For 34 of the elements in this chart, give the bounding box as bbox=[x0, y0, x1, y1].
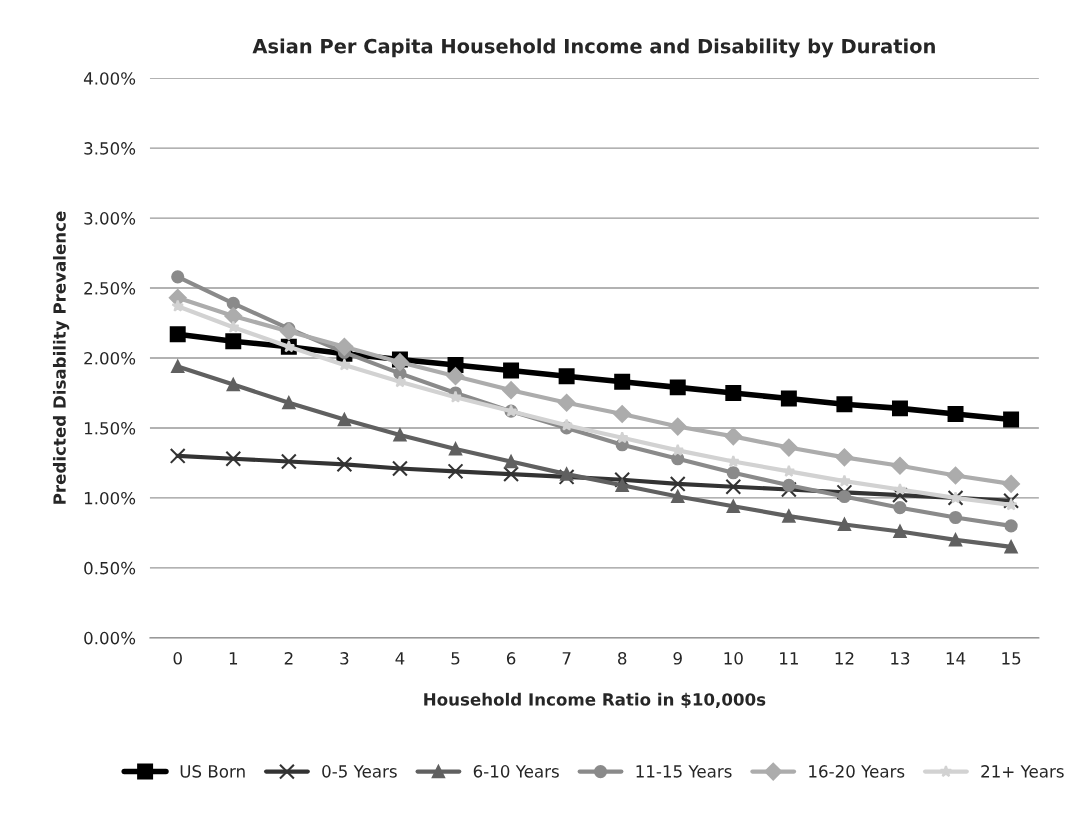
y-tick-label: 3.50% bbox=[84, 142, 136, 155]
x-tick-label: 14 bbox=[946, 652, 966, 665]
y-tick-label: 1.00% bbox=[84, 491, 136, 505]
y-tick-label: 2.00% bbox=[84, 351, 136, 365]
y-tick-label: 4.00% bbox=[83, 72, 136, 85]
legend-label: 21+ Years bbox=[981, 765, 1064, 778]
x-tick-label: 13 bbox=[891, 652, 910, 665]
legend-label: 6-10 Years bbox=[473, 765, 559, 778]
x-tick-label: 10 bbox=[724, 652, 743, 665]
x-tick-label: 2 bbox=[284, 652, 293, 665]
y-axis-title: Predicted Disability Prevalence bbox=[52, 211, 70, 504]
legend-label: 16-20 Years bbox=[809, 765, 905, 778]
x-tick-label: 9 bbox=[673, 652, 682, 665]
x-tick-label: 6 bbox=[506, 652, 516, 665]
x-tick-label: 1 bbox=[229, 652, 238, 665]
x-tick-label: 8 bbox=[618, 652, 627, 665]
x-tick-label: 7 bbox=[562, 652, 571, 665]
x-tick-label: 0 bbox=[173, 652, 182, 665]
x-tick-label: 4 bbox=[395, 652, 405, 665]
x-tick-label: 15 bbox=[1002, 652, 1021, 665]
chart-title: Asian Per Capita Household Income and Disability by Duration bbox=[252, 38, 935, 58]
x-tick-label: 11 bbox=[780, 652, 798, 665]
y-tick-label: 1.50% bbox=[84, 421, 136, 435]
legend-label: 11-15 Years bbox=[636, 765, 732, 778]
x-tick-label: 3 bbox=[340, 652, 349, 665]
y-tick-label: 3.00% bbox=[84, 212, 136, 225]
x-tick-label: 12 bbox=[835, 652, 854, 665]
x-axis-title: Household Income Ratio in $10,000s bbox=[424, 692, 766, 708]
legend-label: 0-5 Years bbox=[322, 765, 397, 778]
legend-label: US Born bbox=[180, 765, 245, 778]
y-tick-label: 2.50% bbox=[84, 282, 136, 295]
x-tick-label: 5 bbox=[451, 652, 460, 665]
y-tick-label: 0.50% bbox=[84, 561, 136, 575]
y-tick-label: 0.00% bbox=[84, 631, 136, 645]
